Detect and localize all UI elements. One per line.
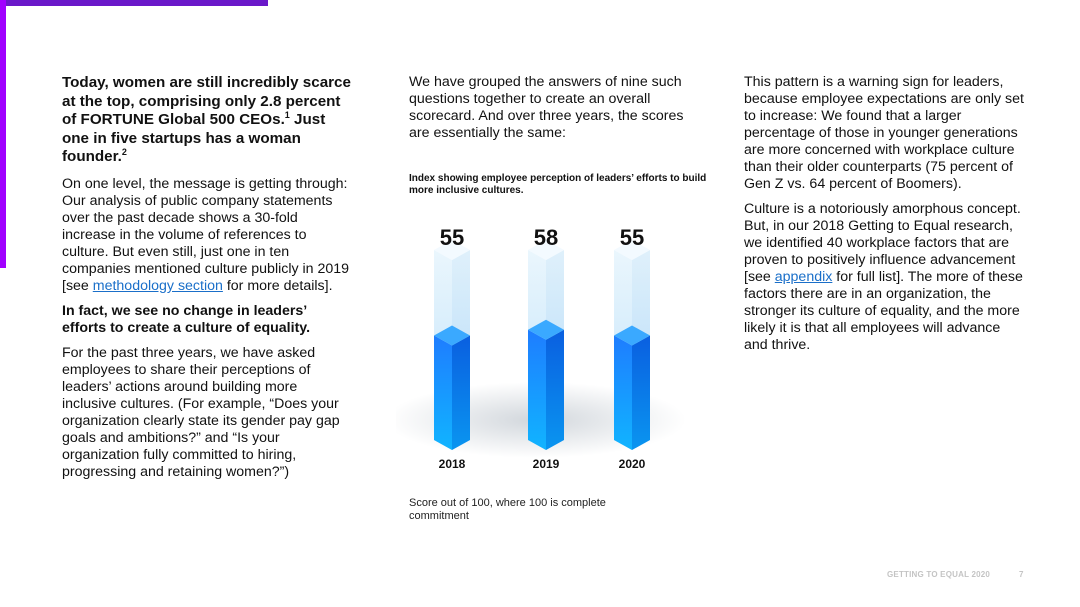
top-accent-bar	[0, 0, 268, 6]
bar-fill-front	[528, 329, 546, 450]
bar-category-label: 2020	[618, 457, 646, 471]
column-middle: We have grouped the answers of nine such…	[409, 74, 694, 150]
left-accent-bar	[0, 0, 6, 268]
bar-ghost-top	[614, 240, 650, 260]
footnote-ref-2[interactable]: 2	[121, 147, 127, 158]
paragraph-no-change-heading: In fact, we see no change in leaders’ ef…	[62, 302, 311, 336]
bar-ghost-top	[528, 240, 564, 260]
bar-fill-top	[434, 325, 470, 346]
bar-fill-top	[528, 319, 564, 340]
bar-value-label: 55	[619, 225, 645, 250]
footer-report-title: GETTING TO EQUAL 2020	[887, 570, 991, 579]
bar-ghost-top	[434, 240, 470, 260]
page-number: 7	[1019, 570, 1024, 579]
lead-text-2: Just one in five startups has a woman fo…	[62, 111, 326, 166]
bar-value-label: 58	[533, 225, 559, 250]
bar-value-label: 55	[439, 225, 465, 250]
bar-fill-side	[452, 335, 470, 450]
bar-fill-front	[614, 335, 632, 450]
bar-chart: 55 2018 58 2019 55 2020	[386, 215, 686, 480]
bar-category-label: 2018	[438, 457, 466, 471]
chart-title: Index showing employee perception of lea…	[409, 173, 707, 196]
bar-category-label: 2019	[532, 457, 560, 471]
bar-fill-top	[614, 325, 650, 346]
bar-fill-front	[434, 335, 452, 450]
paragraph-employee-perceptions: For the past three years, we have asked …	[62, 344, 340, 480]
paragraph-culture-factors: Culture is a notoriously amorphous conce…	[744, 201, 1023, 353]
footnote-ref-1[interactable]: 1	[284, 110, 290, 121]
lead-text: Today, women are still incredibly scarce…	[62, 74, 351, 129]
bar-chart-svg	[386, 240, 686, 458]
bar-fill-side	[632, 335, 650, 450]
column-left: Today, women are still incredibly scarce…	[62, 74, 354, 489]
paragraph-warning-sign: This pattern is a warning sign for leade…	[744, 74, 1024, 192]
bar-fill-side	[546, 329, 564, 450]
paragraph-scorecard: We have grouped the answers of nine such…	[409, 74, 684, 141]
chart-note: Score out of 100, where 100 is complete …	[409, 497, 606, 522]
paragraph-culture-references: On one level, the message is getting thr…	[62, 175, 350, 294]
appendix-link[interactable]: appendix	[774, 269, 833, 285]
methodology-section-link[interactable]: methodology section	[92, 277, 223, 294]
lead-statement: Today, women are still incredibly scarce…	[62, 74, 354, 167]
column-right: This pattern is a warning sign for leade…	[744, 74, 1024, 362]
